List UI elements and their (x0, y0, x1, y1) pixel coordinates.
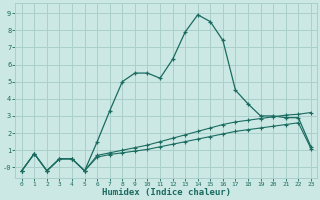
X-axis label: Humidex (Indice chaleur): Humidex (Indice chaleur) (102, 188, 231, 197)
